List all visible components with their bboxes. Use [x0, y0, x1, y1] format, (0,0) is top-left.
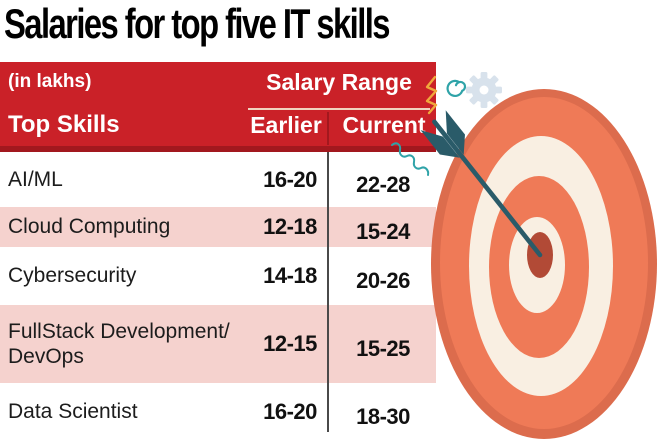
table-row: FullStack Development/ DevOps 12-15 15-2…	[0, 305, 436, 383]
page-title: Salaries for top five IT skills	[4, 0, 391, 47]
table-body: AI/ML 16-20 22-28 Cloud Computing 12-18 …	[0, 152, 436, 440]
skill-cell: AI/ML	[8, 167, 63, 191]
current-cell: 22-28	[356, 171, 410, 197]
column-header-top-skills: Top Skills	[8, 111, 120, 138]
earlier-cell: 14-18	[263, 263, 317, 288]
table-row: Cybersecurity 14-18 20-26	[0, 247, 436, 305]
table-row: AI/ML 16-20 22-28	[0, 152, 436, 207]
column-group-salary-range: Salary Range	[266, 69, 412, 95]
earlier-cell: 12-18	[263, 214, 317, 239]
skill-cell: Cybersecurity	[8, 264, 137, 288]
current-cell: 15-24	[356, 219, 410, 244]
table-row: Data Scientist 16-20 18-30	[0, 383, 436, 440]
body-column-divider	[327, 152, 329, 432]
current-cell: 15-25	[356, 336, 410, 361]
earlier-cell: 16-20	[263, 166, 317, 192]
spiral-doodle-icon	[446, 79, 467, 97]
wave-doodle-icon	[391, 142, 430, 176]
target-illustration	[391, 72, 657, 439]
dartboard-target-icon	[431, 89, 657, 439]
table-row: Cloud Computing 12-18 15-24	[0, 207, 436, 247]
skill-cell: Data Scientist	[8, 399, 138, 423]
earlier-cell: 16-20	[263, 398, 317, 424]
table-header: (in lakhs) Salary Range Top Skills Earli…	[0, 62, 436, 152]
current-cell: 18-30	[356, 403, 410, 429]
header-column-divider	[327, 112, 329, 145]
column-header-current: Current	[342, 112, 426, 138]
unit-label: (in lakhs)	[8, 71, 92, 92]
salary-table: (in lakhs) Salary Range Top Skills Earli…	[0, 62, 436, 440]
skill-cell: Cloud Computing	[8, 215, 171, 239]
gear-icon	[466, 72, 502, 108]
column-header-earlier: Earlier	[250, 112, 322, 138]
dart-arrow-icon	[420, 110, 543, 258]
skill-cell: FullStack Development/ DevOps	[8, 319, 230, 368]
group-underline	[248, 108, 430, 110]
earlier-cell: 12-15	[263, 331, 317, 356]
current-cell: 20-26	[356, 268, 410, 293]
zigzag-doodle-icon	[425, 75, 438, 115]
